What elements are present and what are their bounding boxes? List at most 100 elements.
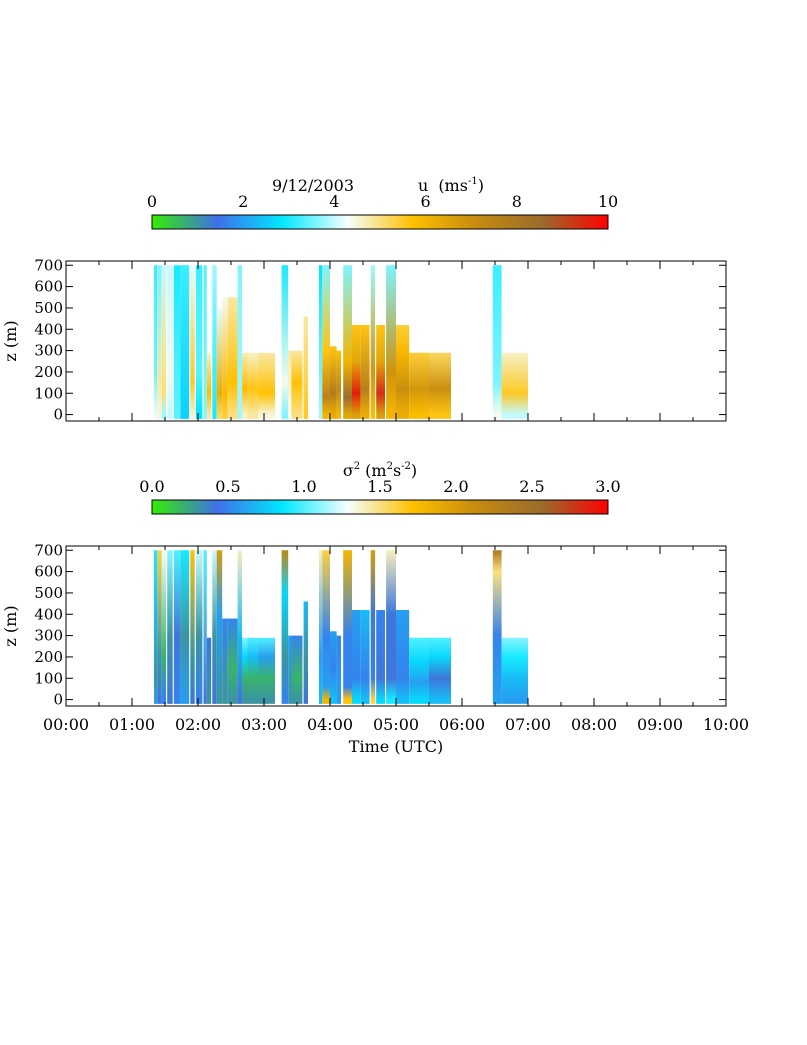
colorbar-tick-label: 0.0 [139,477,164,496]
data-column [216,307,223,419]
y-tick-label: 0 [53,691,63,709]
data-column [386,265,396,419]
x-tick-label: 10:00 [703,715,749,734]
x-tick-label: 03:00 [241,715,287,734]
colorbar-tick-label: 6 [421,192,431,211]
y-tick-label: 400 [34,320,63,338]
data-column [288,635,292,704]
x-tick-label: 01:00 [109,715,155,734]
u-chart: 9/12/2003 u (ms-1) 0 2 4 6 8 10 0 100 200 300 400 5… [1,176,727,424]
x-tick-label: 02:00 [175,715,221,734]
data-column [154,550,158,704]
data-column [330,346,337,419]
y-tick-label: 100 [34,384,63,402]
colorbar-tick-label: 1.5 [367,477,392,496]
data-column [291,350,303,419]
u-heatmap-columns [154,265,528,419]
x-tick-label: 09:00 [637,715,683,734]
data-column [206,637,212,704]
data-column [429,352,451,419]
data-column [161,265,167,419]
data-column [396,610,410,704]
y-tick-label: 500 [34,584,63,602]
data-column [409,637,429,704]
y-tick-label: 700 [34,256,63,274]
data-column [258,352,275,419]
data-column [303,601,308,704]
sigma-heatmap-columns [154,550,528,704]
colorbar-tick-label: 2 [238,192,248,211]
u-colorbar-tick-labels: 0 2 4 6 8 10 [147,192,618,211]
data-column [242,637,248,704]
date-label: 9/12/2003 [272,176,354,195]
data-column [492,265,502,419]
y-tick-label: 300 [34,627,63,645]
x-tick-label: 04:00 [307,715,353,734]
data-column [167,550,173,704]
y-tick-label: 700 [34,541,63,559]
data-column [195,550,203,704]
data-column [370,550,376,704]
colorbar-tick-label: 8 [512,192,522,211]
y-tick-label: 300 [34,342,63,360]
data-column [352,325,361,419]
u-y-axis-label: z (m) [1,320,20,361]
data-column [376,325,385,419]
data-column [360,325,370,419]
data-column [190,265,195,419]
colorbar-tick-label: 0.5 [215,477,240,496]
data-column [212,550,217,704]
data-column [370,265,376,419]
data-column [216,550,223,704]
time-axis-label: Time (UTC) [349,737,443,756]
data-column [222,618,228,704]
x-tick-label: 00:00 [43,715,89,734]
data-column [237,550,242,704]
data-column [222,297,228,419]
data-column [173,550,181,704]
data-column [227,297,238,419]
data-column [291,635,303,704]
u-colorbar [151,214,609,230]
data-column [336,635,341,704]
u-quantity-label: u (ms-1) [418,176,484,195]
colorbar-tick-label: 1.0 [291,477,316,496]
data-column [343,265,352,419]
colorbar-tick-label: 4 [329,192,339,211]
data-column [376,610,385,704]
data-column [180,265,190,419]
data-column [212,265,217,419]
data-column [319,550,323,704]
data-column [161,550,167,704]
data-column [203,265,207,419]
data-column [360,610,370,704]
data-column [242,352,248,419]
colorbar-tick-label: 2.0 [443,477,468,496]
colorbar-tick-label: 3.0 [595,477,620,496]
data-column [288,350,292,419]
data-column [336,350,341,419]
y-tick-label: 400 [34,605,63,623]
data-column [237,265,242,419]
data-column [409,352,429,419]
y-tick-label: 0 [53,406,63,424]
data-column [319,265,323,419]
sigma-y-axis-label: z (m) [1,605,20,646]
data-column [206,352,212,419]
sigma-colorbar [151,499,609,515]
colorbar-tick-label: 0 [147,192,157,211]
data-column [157,550,162,704]
x-tick-label: 07:00 [505,715,551,734]
data-column [247,352,259,419]
data-column [330,631,337,704]
data-column [501,637,528,704]
data-column [190,550,195,704]
y-tick-label: 600 [34,278,63,296]
u-colorbar-title: 9/12/2003 u (ms-1) [272,176,484,195]
u-y-axis-ticks: 0 100 200 300 400 500 600 700 [34,256,726,424]
u-x-axis-ticks [65,261,727,421]
y-tick-label: 100 [34,669,63,687]
data-column [281,550,289,704]
data-column [258,637,275,704]
